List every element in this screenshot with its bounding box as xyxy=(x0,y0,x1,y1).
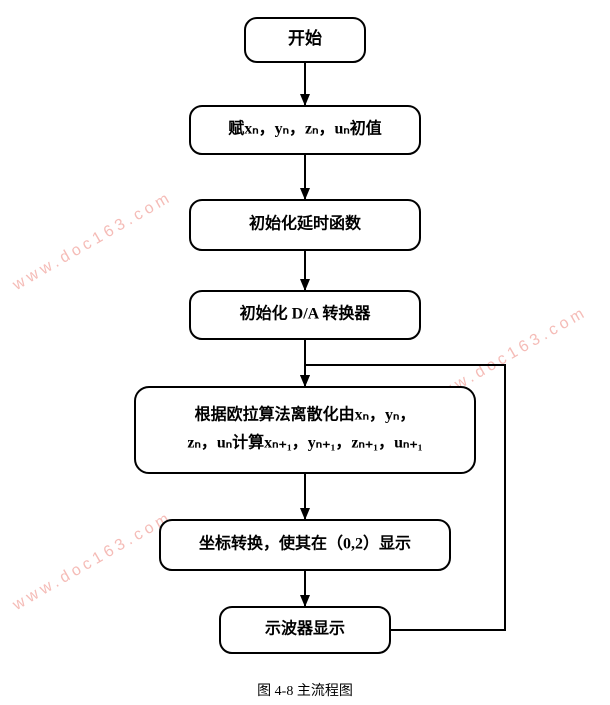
flowchart: www.doc163.comwww.doc163.comwww.doc163.c… xyxy=(0,0,610,705)
node-scope-label: 示波器显示 xyxy=(265,619,345,638)
node-start-label: 开始 xyxy=(288,28,322,48)
node-delay-label: 初始化延时函数 xyxy=(249,214,362,233)
node-coord-label: 坐标转换，使其在（0,2）显示 xyxy=(199,534,411,553)
node-euler xyxy=(135,387,475,473)
node-euler-label: zₙ，uₙ计算xₙ₊₁，yₙ₊₁，zₙ₊₁，uₙ₊₁ xyxy=(187,433,422,452)
node-dac-label: 初始化 D/A 转换器 xyxy=(240,304,372,323)
figure-caption: 图 4-8 主流程图 xyxy=(257,683,353,699)
node-init-label: 赋xₙ，yₙ，zₙ，uₙ初值 xyxy=(228,119,382,138)
node-euler-label: 根据欧拉算法离散化由xₙ，yₙ， xyxy=(195,405,416,424)
